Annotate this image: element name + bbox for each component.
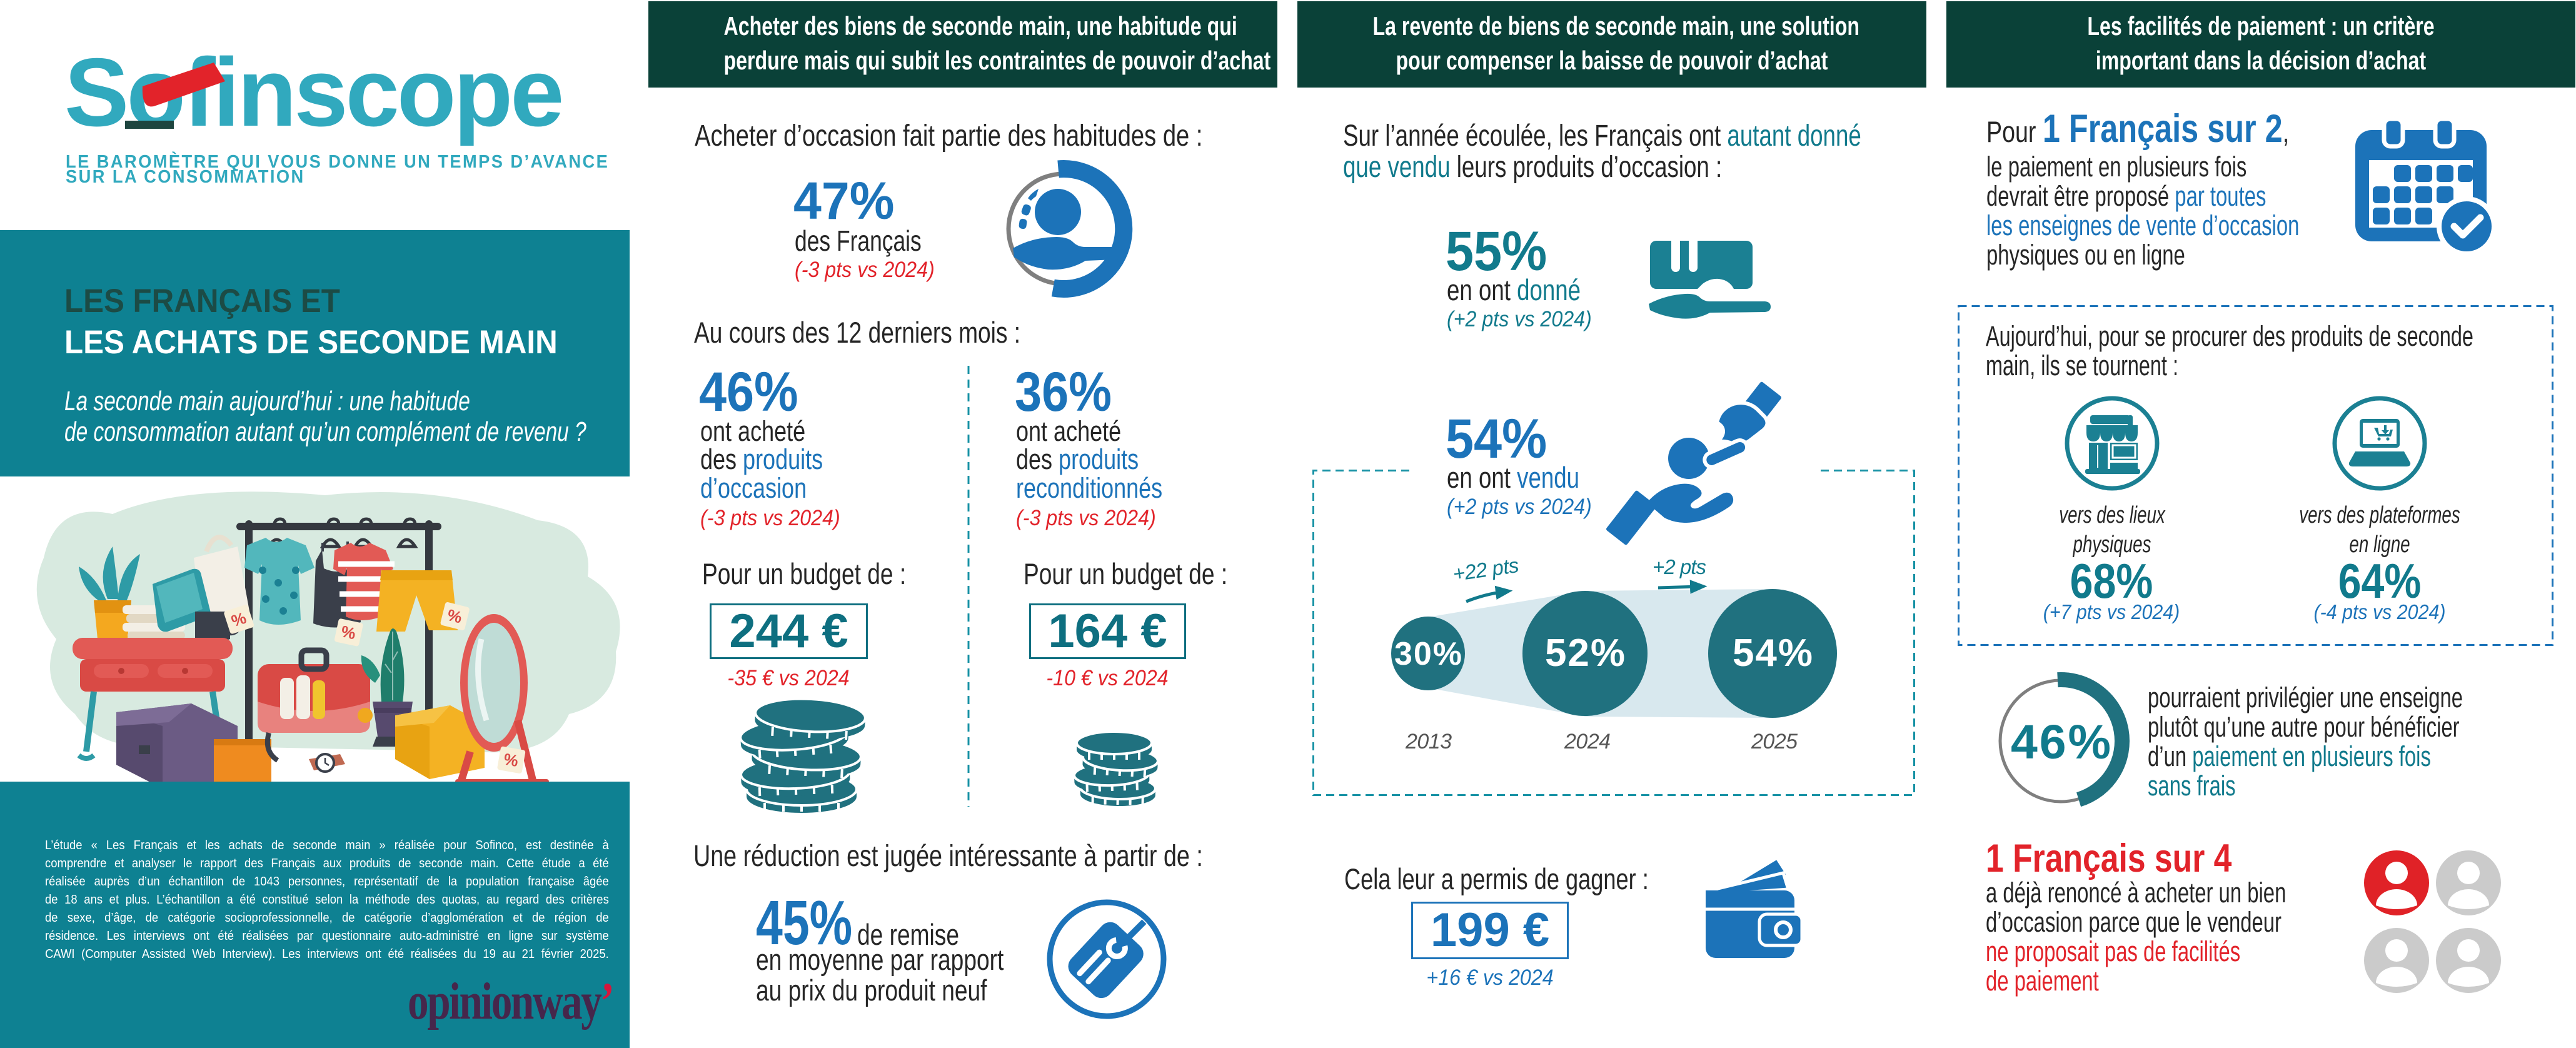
svg-text:54%: 54% [1733,632,1813,675]
svg-text:2024: 2024 [1564,730,1611,753]
svg-text:2025: 2025 [1751,730,1798,753]
svg-text:%: % [502,749,520,770]
svg-text:+2 pts: +2 pts [1653,555,1706,578]
svg-text:30%: 30% [1394,636,1462,672]
svg-text:52%: 52% [1545,632,1625,675]
svg-text:2013: 2013 [1405,730,1452,753]
svg-text:46%: 46% [2011,715,2111,769]
svg-text:+22 pts: +22 pts [1451,553,1520,585]
